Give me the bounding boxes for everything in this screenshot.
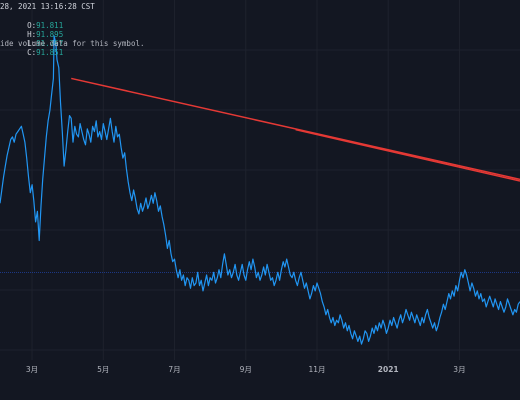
grid-lines (0, 0, 520, 360)
x-tick-label: 3月 (26, 365, 38, 374)
x-tick-label: 11月 (308, 365, 325, 374)
price-series-line (0, 35, 520, 345)
trend-line-shadow (295, 128, 520, 182)
x-axis: 3月 5月 7月 9月 11月 2021 3月 (26, 365, 466, 374)
x-tick-label: 3月 (453, 365, 465, 374)
x-tick-label: 2021 (378, 365, 399, 374)
x-tick-label: 7月 (168, 365, 180, 374)
x-tick-label: 9月 (240, 365, 252, 374)
trend-line[interactable] (71, 77, 520, 181)
x-tick-label: 5月 (97, 365, 109, 374)
